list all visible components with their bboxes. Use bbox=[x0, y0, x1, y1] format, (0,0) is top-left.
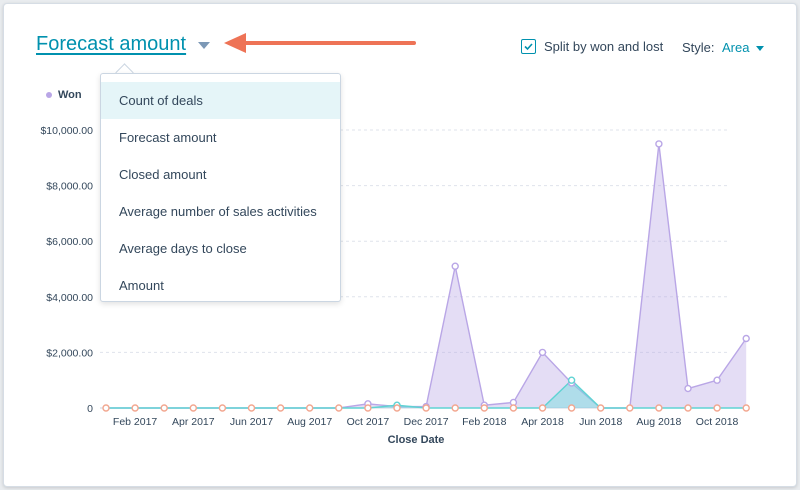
arrow-annotation-icon bbox=[224, 33, 416, 53]
lost-data-point bbox=[567, 404, 576, 412]
y-tick-label: 0 bbox=[87, 403, 93, 415]
area-fill-series-1 bbox=[106, 380, 747, 408]
checkmark-icon bbox=[524, 43, 533, 51]
lost-data-point bbox=[684, 404, 692, 412]
area-fill-series-0 bbox=[106, 143, 747, 408]
lost-data-point bbox=[364, 404, 372, 412]
lost-data-point bbox=[597, 404, 605, 412]
lost-data-point bbox=[247, 404, 256, 412]
won-data-point bbox=[655, 140, 663, 148]
y-tick-label: $6,000.00 bbox=[46, 236, 93, 248]
lost-data-point bbox=[189, 404, 198, 412]
won-data-point bbox=[538, 348, 547, 357]
menu-item-avg-days-to-close[interactable]: Average days to close bbox=[119, 241, 247, 256]
x-tick-label: Oct 2018 bbox=[696, 416, 739, 428]
lost-data-point bbox=[160, 404, 168, 412]
lost-data-point bbox=[218, 404, 227, 412]
x-tick-label: Aug 2018 bbox=[636, 416, 681, 428]
lost-data-point bbox=[480, 404, 488, 412]
won-data-point bbox=[451, 262, 459, 270]
menu-item-count-of-deals[interactable]: Count of deals bbox=[101, 82, 340, 119]
lost-data-point bbox=[393, 404, 401, 412]
split-checkbox[interactable] bbox=[521, 39, 536, 54]
x-tick-label: Jun 2018 bbox=[579, 416, 622, 428]
menu-item-closed-amount[interactable]: Closed amount bbox=[119, 167, 207, 182]
lost-data-point bbox=[422, 404, 430, 412]
lost-data-point bbox=[131, 404, 139, 412]
lost-data-point bbox=[276, 404, 285, 412]
menu-item-forecast-amount[interactable]: Forecast amount bbox=[119, 130, 217, 145]
x-tick-label: Apr 2018 bbox=[521, 416, 564, 428]
lost-data-point bbox=[509, 404, 518, 412]
x-tick-label: Apr 2017 bbox=[172, 416, 215, 428]
won-data-point bbox=[684, 384, 692, 393]
won-data-point bbox=[713, 376, 721, 384]
y-tick-label: $10,000.00 bbox=[40, 125, 93, 137]
lost-data-point bbox=[655, 404, 663, 412]
y-tick-label: $4,000.00 bbox=[46, 292, 93, 304]
won-legend-label: Won bbox=[58, 89, 82, 101]
won-data-point bbox=[742, 334, 750, 343]
y-tick-label: $2,000.00 bbox=[46, 347, 93, 359]
style-label: Style: bbox=[682, 40, 715, 55]
chart-legend: Won bbox=[46, 89, 82, 101]
x-tick-label: Aug 2017 bbox=[287, 416, 332, 428]
x-tick-label: Feb 2017 bbox=[113, 416, 158, 428]
split-label: Split by won and lost bbox=[544, 39, 664, 54]
lost-data-point bbox=[713, 404, 721, 412]
lost-data-point bbox=[335, 404, 343, 412]
x-tick-label: Feb 2018 bbox=[462, 416, 507, 428]
teal-data-point bbox=[567, 376, 576, 384]
y-tick-label: $8,000.00 bbox=[46, 181, 93, 193]
x-tick-label: Dec 2017 bbox=[404, 416, 449, 428]
lost-data-point bbox=[306, 404, 314, 412]
x-tick-label: Jun 2017 bbox=[230, 416, 273, 428]
lost-data-point bbox=[742, 404, 750, 412]
split-toggle[interactable]: Split by won and lost bbox=[521, 39, 663, 54]
lost-data-point bbox=[538, 404, 547, 412]
won-legend-dot-icon bbox=[46, 92, 52, 98]
lost-data-point bbox=[102, 404, 110, 412]
menu-item-amount[interactable]: Amount bbox=[119, 278, 164, 293]
lost-data-point bbox=[451, 404, 459, 412]
metric-selector[interactable]: Forecast amount bbox=[36, 33, 187, 55]
chevron-down-icon[interactable] bbox=[198, 42, 210, 49]
style-caret-icon[interactable] bbox=[756, 46, 764, 51]
lost-data-point bbox=[626, 404, 634, 412]
x-tick-label: Oct 2017 bbox=[347, 416, 390, 428]
style-dropdown[interactable]: Area bbox=[722, 40, 750, 55]
menu-item-avg-sales-activities[interactable]: Average number of sales activities bbox=[119, 204, 317, 219]
metric-dropdown-menu: Count of deals Forecast amount Closed am… bbox=[100, 73, 341, 302]
x-axis-label: Close Date bbox=[388, 434, 445, 446]
